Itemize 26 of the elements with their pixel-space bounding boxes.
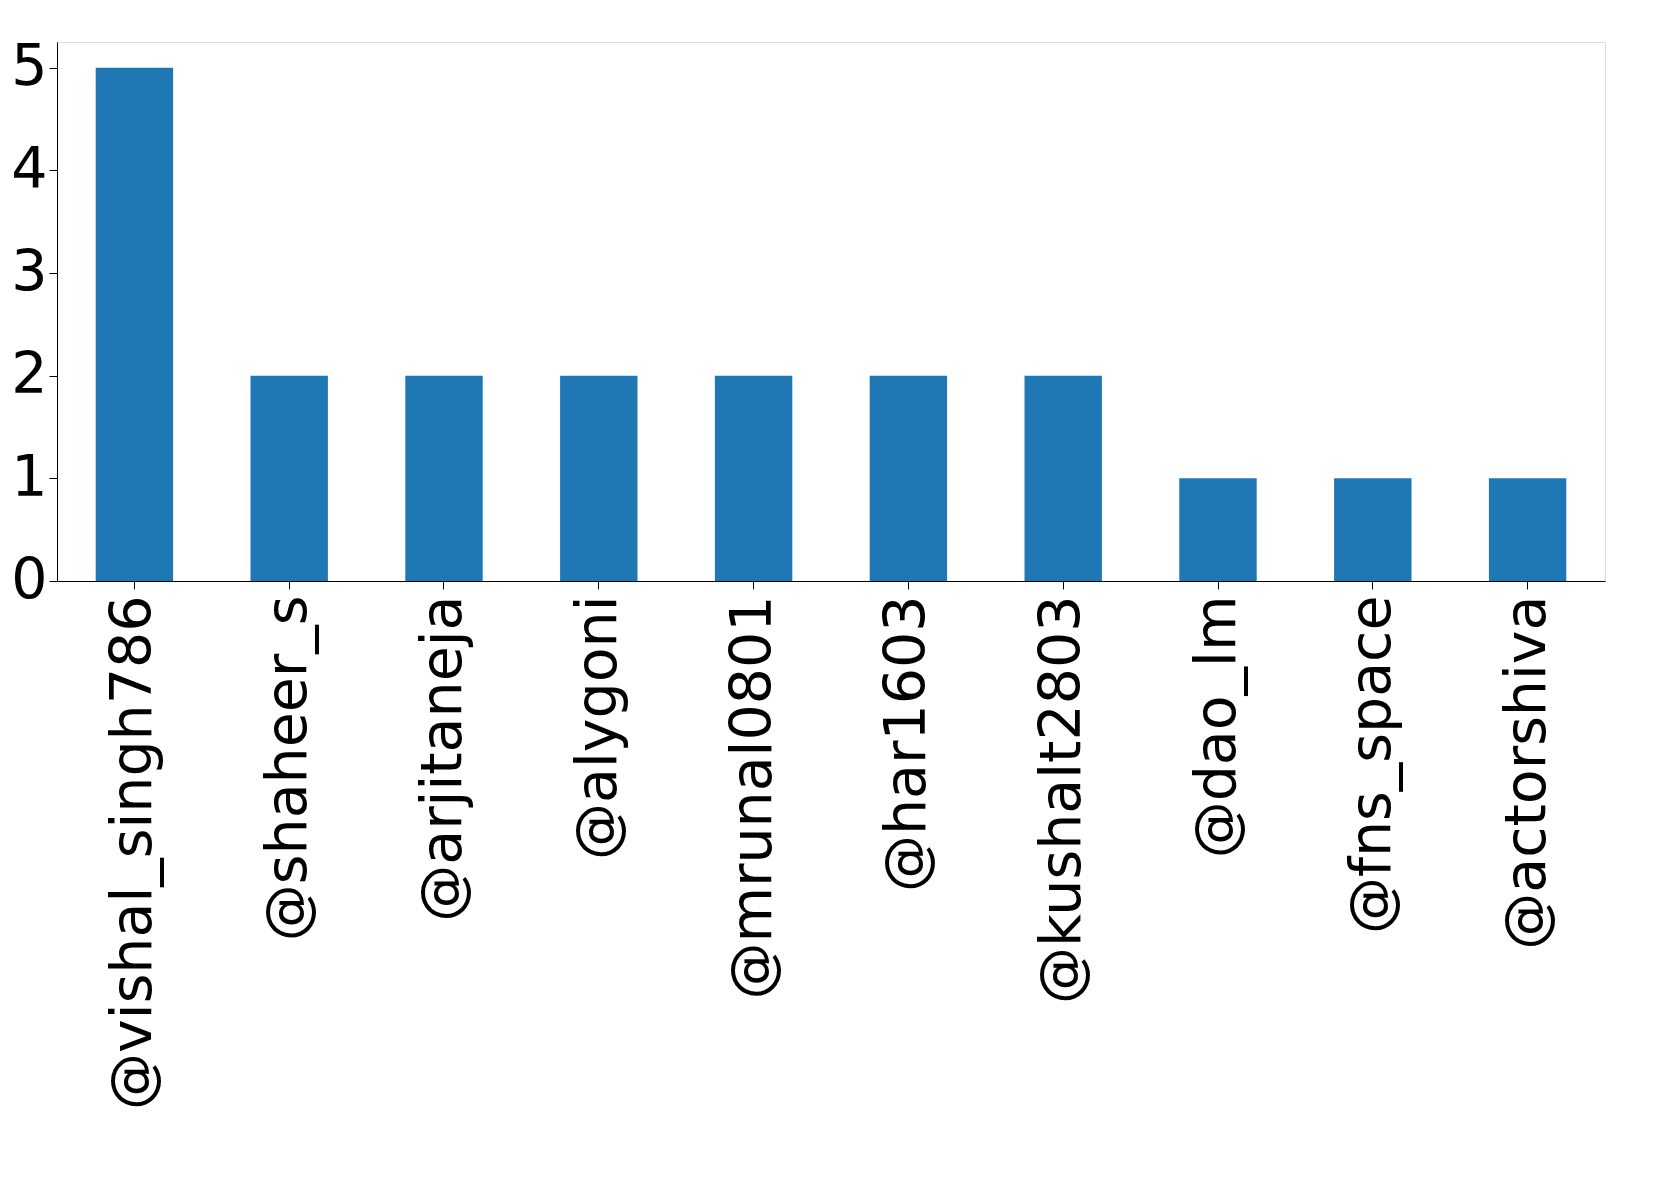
bar: [1024, 375, 1102, 581]
y-tick-label: 2: [11, 340, 48, 407]
x-tick-label: @fns_space: [1336, 595, 1403, 935]
y-tick-label: 4: [11, 134, 48, 201]
x-tick-label: @kushalt2803: [1027, 595, 1094, 1004]
x-tick-label: @actorshiva: [1491, 595, 1558, 950]
y-tick-label: 3: [11, 237, 48, 304]
x-tick-label: @shaheer_s: [253, 595, 320, 942]
bar: [95, 67, 174, 581]
bar: [869, 375, 948, 581]
x-tick-label: @alygoni: [562, 595, 629, 861]
bar: [1334, 478, 1412, 581]
bar: [405, 375, 483, 581]
bar: [250, 375, 328, 581]
x-tick-label: @mrunal0801: [717, 595, 784, 1000]
y-tick-label: 5: [11, 32, 48, 99]
bar: [1488, 478, 1567, 581]
bar: [1179, 478, 1257, 581]
y-tick-label: 0: [11, 545, 48, 612]
x-tick-label: @vishal_singh786: [98, 595, 165, 1110]
x-tick-label: @arjitaneja: [408, 595, 474, 922]
x-tick-label: @dao_lm: [1182, 595, 1248, 859]
x-tick-label: @har1603: [872, 595, 939, 893]
y-tick-label: 1: [11, 442, 48, 509]
bar: [714, 375, 793, 581]
bar: [560, 375, 638, 581]
